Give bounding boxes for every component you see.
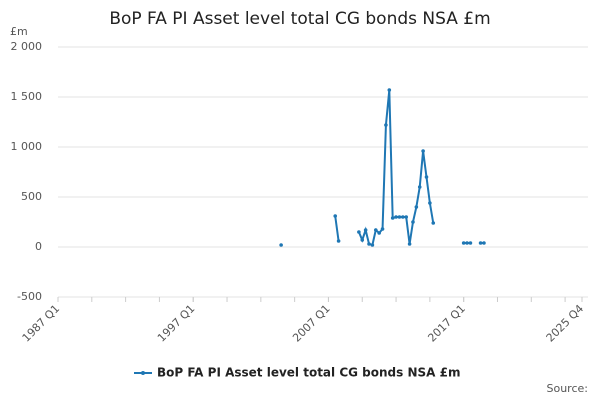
x-tick-label: 1997 Q1	[155, 302, 198, 345]
marker	[377, 231, 381, 235]
marker	[401, 215, 405, 219]
marker	[482, 241, 486, 245]
marker	[411, 220, 415, 224]
marker	[367, 242, 371, 246]
marker	[404, 215, 409, 219]
y-tick-label: 2 000	[11, 40, 43, 53]
marker	[421, 149, 425, 153]
marker	[390, 216, 395, 220]
x-tick-label: 2007 Q1	[290, 302, 333, 345]
marker	[468, 241, 473, 245]
marker	[384, 123, 388, 127]
y-tick-label: 0	[35, 240, 42, 253]
chart-title: BoP FA PI Asset level total CG bonds NSA…	[109, 9, 490, 29]
legend-swatch	[141, 371, 145, 375]
marker	[360, 238, 365, 242]
marker	[380, 227, 385, 231]
x-tick-label: 2017 Q1	[425, 302, 468, 345]
marker	[414, 205, 419, 209]
marker	[428, 201, 432, 205]
x-tick-label: 1987 Q1	[20, 302, 63, 345]
marker	[417, 185, 422, 189]
y-tick-label: 1 000	[11, 140, 43, 153]
marker	[336, 239, 341, 243]
marker	[370, 243, 375, 247]
marker	[465, 241, 469, 245]
marker	[407, 242, 412, 246]
marker	[373, 228, 378, 232]
marker	[478, 241, 483, 245]
marker	[461, 241, 466, 245]
y-axis-label: £m	[10, 25, 28, 38]
marker	[333, 214, 338, 218]
line	[334, 89, 484, 247]
legend-label: BoP FA PI Asset level total CG bonds NSA…	[157, 366, 460, 380]
marker	[394, 215, 398, 219]
marker	[279, 243, 283, 247]
y-tick-label: 500	[21, 190, 42, 203]
x-tick-label: 2025 Q4	[544, 302, 587, 345]
y-tick-label: -500	[17, 290, 42, 303]
marker	[363, 228, 368, 232]
marker	[431, 221, 436, 225]
source: Source:	[547, 382, 589, 395]
marker	[424, 175, 429, 179]
marker	[397, 215, 402, 219]
y-tick-label: 1 500	[11, 90, 43, 103]
marker	[387, 88, 392, 92]
marker	[357, 230, 361, 234]
